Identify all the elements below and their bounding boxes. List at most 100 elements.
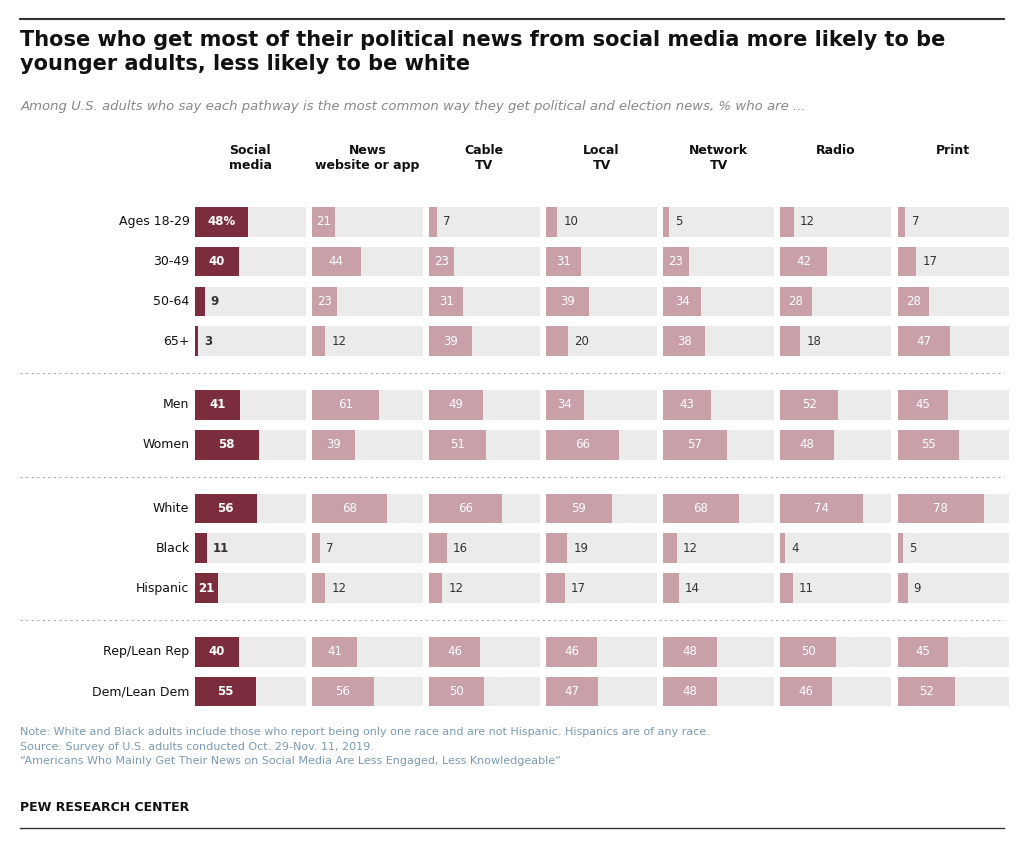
Bar — [664, 677, 717, 706]
Text: 45: 45 — [915, 399, 930, 411]
Bar — [664, 637, 774, 667]
Text: 50: 50 — [450, 685, 464, 698]
Text: 7: 7 — [442, 215, 451, 228]
Bar — [664, 573, 679, 603]
Bar — [664, 533, 774, 563]
Text: Women: Women — [142, 438, 189, 451]
Bar — [898, 637, 947, 667]
Bar — [780, 573, 793, 603]
Bar — [664, 677, 774, 706]
Bar — [311, 287, 423, 316]
Bar — [311, 207, 335, 237]
Bar — [429, 390, 483, 420]
Bar — [311, 247, 360, 276]
Bar — [311, 430, 423, 460]
Bar — [546, 573, 657, 603]
Text: 14: 14 — [685, 582, 700, 594]
Bar — [780, 287, 892, 316]
Bar — [546, 326, 657, 356]
Bar — [195, 287, 305, 316]
Bar — [311, 390, 380, 420]
Text: 10: 10 — [563, 215, 579, 228]
Bar — [546, 207, 557, 237]
Text: Rep/Lean Rep: Rep/Lean Rep — [103, 645, 189, 658]
Text: 68: 68 — [693, 502, 709, 515]
Bar — [195, 637, 305, 667]
Bar — [546, 533, 657, 563]
Bar — [780, 207, 892, 237]
Bar — [546, 573, 565, 603]
Text: 49: 49 — [449, 399, 464, 411]
Bar — [195, 677, 305, 706]
Text: 39: 39 — [326, 438, 341, 451]
Bar — [664, 390, 711, 420]
Bar — [546, 207, 657, 237]
Text: 34: 34 — [675, 295, 689, 308]
Bar — [780, 494, 862, 523]
Bar — [429, 637, 540, 667]
Bar — [664, 494, 774, 523]
Text: 23: 23 — [317, 295, 332, 308]
Text: 57: 57 — [687, 438, 702, 451]
Bar — [429, 326, 472, 356]
Bar — [546, 677, 657, 706]
Text: 56: 56 — [336, 685, 350, 698]
Text: 40: 40 — [209, 645, 225, 658]
Bar — [898, 287, 1009, 316]
Bar — [898, 326, 950, 356]
Text: 66: 66 — [575, 438, 590, 451]
Bar — [429, 247, 540, 276]
Bar — [664, 637, 717, 667]
Bar — [195, 573, 218, 603]
Bar — [780, 390, 839, 420]
Text: 46: 46 — [564, 645, 580, 658]
Bar — [429, 207, 540, 237]
Bar — [195, 533, 305, 563]
Bar — [546, 390, 584, 420]
Text: Hispanic: Hispanic — [136, 582, 189, 594]
Bar — [429, 494, 540, 523]
Bar — [195, 326, 198, 356]
Bar — [898, 390, 1009, 420]
Bar — [664, 287, 774, 316]
Bar — [898, 573, 907, 603]
Text: Network
TV: Network TV — [689, 144, 749, 172]
Bar — [195, 326, 305, 356]
Bar — [664, 533, 677, 563]
Bar — [311, 326, 423, 356]
Text: 59: 59 — [571, 502, 587, 515]
Text: 4: 4 — [791, 542, 799, 555]
Text: Social
media: Social media — [228, 144, 271, 172]
Bar — [546, 637, 597, 667]
Bar — [311, 390, 423, 420]
Bar — [429, 326, 540, 356]
Bar — [546, 430, 657, 460]
Text: 50-64: 50-64 — [154, 295, 189, 308]
Bar — [664, 326, 774, 356]
Text: Men: Men — [163, 399, 189, 411]
Text: 74: 74 — [814, 502, 829, 515]
Bar — [780, 494, 892, 523]
Bar — [195, 533, 207, 563]
Text: 12: 12 — [800, 215, 815, 228]
Bar — [898, 390, 947, 420]
Bar — [311, 533, 319, 563]
Bar — [429, 287, 540, 316]
Bar — [546, 430, 620, 460]
Bar — [195, 247, 239, 276]
Bar — [664, 390, 774, 420]
Text: Dem/Lean Dem: Dem/Lean Dem — [92, 685, 189, 698]
Bar — [780, 287, 812, 316]
Text: Local
TV: Local TV — [584, 144, 620, 172]
Text: Ages 18-29: Ages 18-29 — [119, 215, 189, 228]
Bar — [664, 287, 701, 316]
Bar — [664, 573, 774, 603]
Bar — [780, 247, 827, 276]
Bar — [664, 247, 774, 276]
Text: 23: 23 — [669, 255, 683, 268]
Bar — [780, 247, 892, 276]
Bar — [195, 430, 305, 460]
Bar — [780, 677, 892, 706]
Text: 12: 12 — [683, 542, 697, 555]
Text: 52: 52 — [919, 685, 934, 698]
